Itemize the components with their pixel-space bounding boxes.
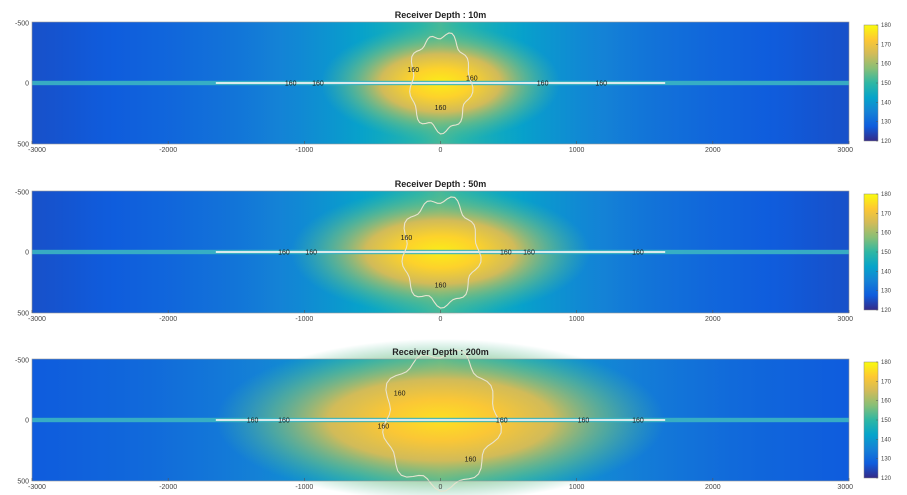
- contour-label: 160: [247, 418, 259, 425]
- source-hotspot: [215, 338, 666, 495]
- x-tick-label: 3000: [837, 147, 853, 154]
- x-tick-label: -3000: [28, 484, 46, 491]
- panel-title: Receiver Depth : 10m: [395, 10, 487, 20]
- x-tick-label: 0: [439, 484, 443, 491]
- colorbar-tick-label: 150: [881, 250, 892, 256]
- panel-title: Receiver Depth : 50m: [395, 179, 487, 189]
- colorbar-tick-label: 130: [881, 120, 892, 126]
- colorbar-tick-label: 170: [881, 42, 892, 48]
- x-tick-label: 2000: [705, 147, 721, 154]
- x-tick-label: -1000: [295, 484, 313, 491]
- contour-label: 160: [377, 424, 389, 431]
- panel-3: 160 160 160 160 160 160 160 160 Receiver Depth :…: [15, 338, 892, 495]
- x-tick-label: 2000: [705, 484, 721, 491]
- contour-label: 160: [465, 457, 477, 464]
- contour-label: 160: [537, 81, 549, 88]
- colorbar: 120 130 140 150 160 170 180: [863, 192, 892, 314]
- colorbar-tick-label: 180: [881, 192, 892, 198]
- colorbar-tick-label: 140: [881, 100, 892, 106]
- colorbar-scale: [863, 193, 879, 311]
- colorbar-tick-label: 150: [881, 418, 892, 424]
- contour-160: [382, 349, 502, 492]
- x-tick-label: -1000: [295, 316, 313, 323]
- colorbar-tick-label: 130: [881, 457, 892, 463]
- y-tick-label: 0: [25, 250, 29, 257]
- colorbar-scale: [863, 361, 879, 479]
- x-tick-label: 1000: [569, 316, 585, 323]
- colorbar-tick-label: 160: [881, 62, 892, 68]
- x-tick-label: 0: [439, 147, 443, 154]
- colorbar-tick-label: 140: [881, 437, 892, 443]
- contour-label: 160: [523, 250, 535, 257]
- y-tick-label: 0: [25, 418, 29, 425]
- x-tick-label: 3000: [837, 484, 853, 491]
- y-tick-label: -500: [15, 21, 29, 28]
- contour-160: [409, 32, 474, 135]
- contour-label: 160: [466, 76, 478, 83]
- contour-label: 160: [632, 250, 644, 257]
- contour-label: 160: [401, 235, 413, 242]
- colorbar-scale: [863, 24, 879, 142]
- x-tick-label: 2000: [705, 316, 721, 323]
- contour-label: 160: [305, 250, 317, 257]
- colorbar-tick-label: 120: [881, 139, 892, 145]
- x-tick-label: -3000: [28, 316, 46, 323]
- colorbar: 120 130 140 150 160 170 180: [863, 360, 892, 482]
- x-tick-label: 3000: [837, 316, 853, 323]
- x-tick-label: -2000: [159, 316, 177, 323]
- contour-label: 160: [394, 391, 406, 398]
- x-tick-label: 1000: [569, 484, 585, 491]
- y-tick-label: 0: [25, 81, 29, 88]
- x-tick-label: 0: [439, 316, 443, 323]
- contour-label: 160: [278, 250, 290, 257]
- contour-label: 160: [500, 250, 512, 257]
- colorbar-tick-label: 170: [881, 379, 892, 385]
- colorbar-tick-label: 120: [881, 308, 892, 314]
- colorbar-tick-label: 130: [881, 289, 892, 295]
- contour-label: 160: [278, 418, 290, 425]
- colorbar-tick-label: 180: [881, 360, 892, 366]
- contour-label: 160: [435, 105, 447, 112]
- contour-label: 160: [312, 81, 324, 88]
- contour-label: 160: [595, 81, 607, 88]
- contour-label: 160: [407, 67, 419, 74]
- contour-label: 160: [496, 418, 508, 425]
- colorbar-tick-label: 160: [881, 231, 892, 237]
- colorbar-tick-label: 170: [881, 211, 892, 217]
- contour-label: 160: [578, 418, 590, 425]
- y-tick-label: 500: [17, 311, 29, 318]
- colorbar-tick-label: 160: [881, 399, 892, 405]
- contour-label: 160: [285, 81, 297, 88]
- y-tick-label: -500: [15, 190, 29, 197]
- colorbar-tick-label: 180: [881, 23, 892, 29]
- contour-label: 160: [632, 418, 644, 425]
- x-tick-label: -1000: [295, 147, 313, 154]
- x-tick-label: -3000: [28, 147, 46, 154]
- y-tick-label: 500: [17, 142, 29, 149]
- y-tick-label: 500: [17, 479, 29, 486]
- contour-160: [401, 196, 482, 309]
- colorbar: 120 130 140 150 160 170 180: [863, 23, 892, 145]
- colorbar-tick-label: 140: [881, 269, 892, 275]
- colorbar-tick-label: 120: [881, 476, 892, 482]
- x-tick-label: -2000: [159, 484, 177, 491]
- panel-1: 160 160 160 160 160 160 160 Receiver Depth : 10…: [15, 10, 892, 154]
- y-tick-label: -500: [15, 358, 29, 365]
- contour-label: 160: [435, 282, 447, 289]
- colorbar-tick-label: 150: [881, 81, 892, 87]
- panel-2: 160 160 160 160 160 160 160 Receiver Depth : 50…: [15, 179, 892, 323]
- x-tick-label: -2000: [159, 147, 177, 154]
- panel-title: Receiver Depth : 200m: [392, 347, 489, 357]
- x-tick-label: 1000: [569, 147, 585, 154]
